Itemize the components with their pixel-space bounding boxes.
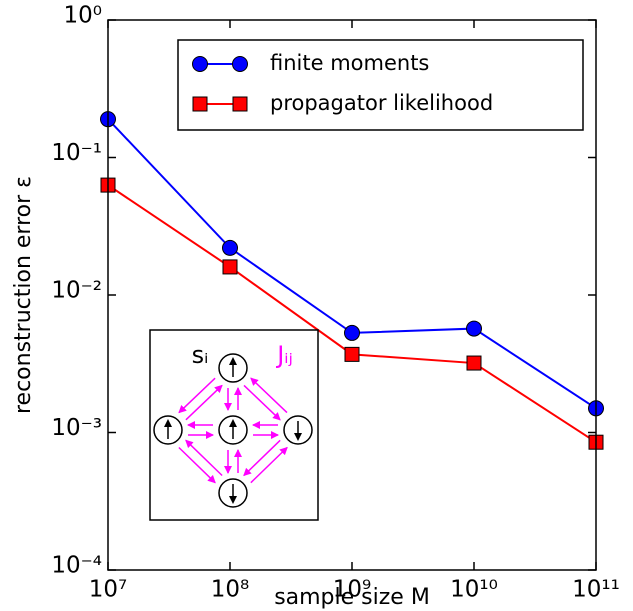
coupling-arrow [250,377,288,414]
x-tick-label: 10⁷ [89,577,128,603]
data-point [222,239,238,256]
legend-marker [232,96,248,112]
legend-marker [192,96,208,112]
y-axis-label: reconstruction error ε [11,176,36,414]
coupling-arrow [178,446,216,484]
data-point [344,346,360,362]
x-tick-label: 10⁹ [333,577,372,603]
x-tick-label: 10¹¹ [572,577,620,603]
data-point [466,320,482,337]
legend-box [177,39,584,131]
spin-label: sᵢ [192,341,209,369]
legend-label: propagator likelihood [270,91,493,115]
plot-frame [107,19,597,571]
inset: sᵢ Jᵢⱼ [149,329,319,521]
y-tick-label: 10⁰ [64,3,103,29]
data-point [344,324,360,341]
coupling-label: Jᵢⱼ [275,341,293,369]
x-tick-label: 10⁸ [211,577,250,603]
legend-marker [192,56,208,72]
data-point [222,259,238,275]
legend-label: finite moments [270,51,429,75]
data-point [466,355,482,371]
coupling-arrow [185,439,223,477]
x-tick-label: 10¹⁰ [450,577,498,603]
coupling-arrow [250,446,288,484]
legend-marker [232,56,248,72]
coupling-arrow [178,377,216,414]
coupling-arrow [185,384,223,421]
y-tick-label: 10⁻² [51,278,102,304]
y-tick-label: 10⁻⁴ [51,553,102,579]
y-tick-label: 10⁻¹ [51,140,102,166]
coupling-arrow [243,439,281,477]
y-tick-label: 10⁻³ [51,415,102,441]
x-axis-label: sample size M [274,585,430,610]
coupling-arrow [243,384,281,421]
